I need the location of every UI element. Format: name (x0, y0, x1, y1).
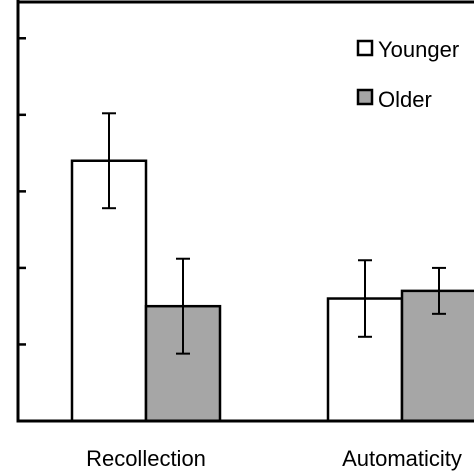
category-label-automaticity: Automaticity (342, 446, 462, 471)
legend-label-older: Older (378, 87, 432, 112)
axes (16, 0, 474, 423)
bars (70, 159, 474, 423)
category-label-recollection: Recollection (86, 446, 206, 471)
legend-swatch-older (356, 88, 374, 106)
error-bars (102, 112, 446, 355)
legend-label-younger: Younger (378, 37, 459, 62)
legend-swatch-younger (356, 39, 374, 57)
legend: Younger Older (356, 37, 459, 112)
